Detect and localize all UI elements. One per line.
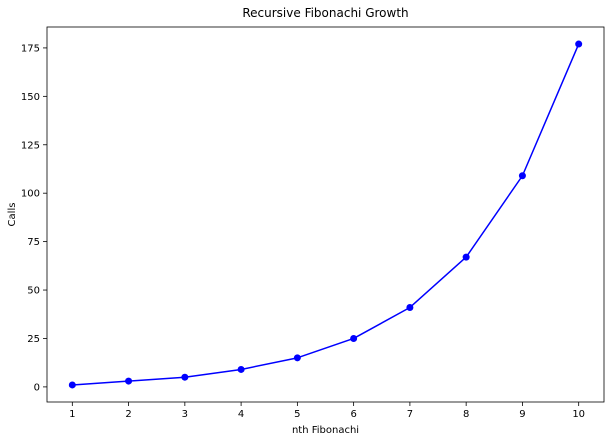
x-tick-label: 10 [572, 409, 585, 420]
data-point [181, 373, 189, 381]
data-point [575, 40, 583, 48]
series-layer [68, 40, 583, 389]
x-tick-label: 6 [350, 409, 356, 420]
y-axis-ticks: 0 25 50 75 100 125 150 175 [21, 43, 47, 393]
y-tick-label: 75 [27, 237, 40, 248]
y-tick-label: 150 [21, 92, 40, 103]
y-axis-label: Calls [7, 203, 18, 227]
data-point [237, 365, 245, 373]
data-point [518, 172, 526, 180]
plot-area [46, 26, 605, 403]
data-point [462, 253, 470, 261]
chart-title: Recursive Fibonachi Growth [242, 6, 408, 20]
x-tick-label: 4 [238, 409, 244, 420]
data-point [406, 303, 414, 311]
x-tick-label: 2 [125, 409, 131, 420]
data-point [293, 354, 301, 362]
y-tick-label: 0 [34, 382, 40, 393]
y-tick-label: 25 [27, 334, 40, 345]
x-axis-ticks: 1 2 3 4 5 6 7 8 9 10 [69, 402, 585, 420]
x-tick-label: 3 [182, 409, 188, 420]
y-tick-label: 50 [27, 286, 40, 297]
data-point [350, 334, 358, 342]
x-tick-label: 1 [69, 409, 75, 420]
series-line [72, 43, 580, 386]
data-point [125, 377, 133, 385]
x-tick-label: 7 [407, 409, 413, 420]
data-point [68, 381, 76, 389]
x-tick-label: 5 [294, 409, 300, 420]
plot-frame [46, 26, 605, 403]
x-tick-label: 9 [519, 409, 525, 420]
x-tick-label: 8 [463, 409, 469, 420]
y-tick-label: 175 [21, 43, 40, 54]
y-tick-label: 125 [21, 140, 40, 151]
x-axis-label: nth Fibonachi [292, 425, 359, 436]
y-tick-label: 100 [21, 189, 40, 200]
